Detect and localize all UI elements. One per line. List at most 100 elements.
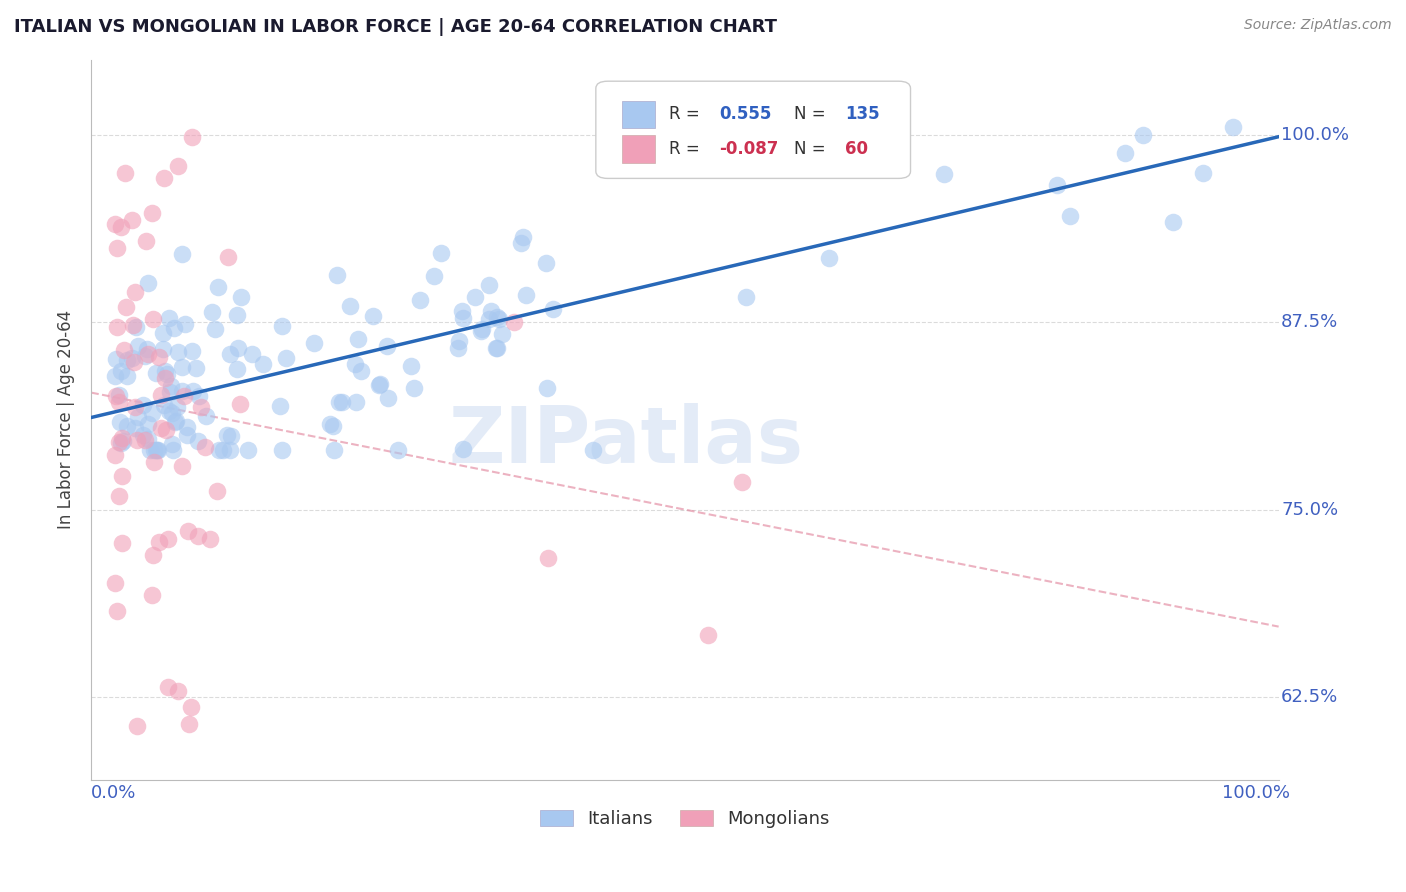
Point — [104, 448, 127, 462]
Point — [464, 290, 486, 304]
Point — [271, 442, 294, 457]
Point — [173, 389, 195, 403]
Point — [409, 293, 432, 307]
Point — [190, 400, 212, 414]
Point — [152, 343, 174, 357]
Point — [512, 230, 534, 244]
Point — [204, 322, 226, 336]
Point — [470, 324, 492, 338]
Y-axis label: In Labor Force | Age 20-64: In Labor Force | Age 20-64 — [58, 310, 75, 529]
Point — [166, 159, 188, 173]
Text: -0.087: -0.087 — [720, 140, 779, 158]
Point — [399, 359, 422, 374]
Text: ZIPatlas: ZIPatlas — [449, 403, 803, 479]
Point — [582, 442, 605, 457]
Point — [818, 252, 841, 266]
Bar — [621, 101, 655, 128]
Point — [142, 455, 165, 469]
Point — [1046, 178, 1069, 192]
Point — [111, 431, 134, 445]
Point — [502, 315, 524, 329]
Text: ITALIAN VS MONGOLIAN IN LABOR FORCE | AGE 20-64 CORRELATION CHART: ITALIAN VS MONGOLIAN IN LABOR FORCE | AG… — [14, 18, 778, 36]
Point — [270, 319, 292, 334]
Point — [377, 391, 399, 405]
Point — [121, 351, 143, 365]
Point — [1114, 145, 1136, 160]
Point — [148, 534, 170, 549]
Point — [177, 524, 200, 538]
Point — [368, 378, 391, 392]
Point — [155, 423, 177, 437]
Point — [328, 394, 350, 409]
Point — [110, 219, 132, 234]
Text: 75.0%: 75.0% — [1281, 500, 1339, 518]
Point — [111, 434, 134, 448]
Point — [176, 420, 198, 434]
Point — [122, 355, 145, 369]
Point — [105, 352, 128, 367]
Point — [180, 699, 202, 714]
Point — [145, 366, 167, 380]
Point — [449, 334, 471, 348]
Point — [160, 437, 183, 451]
Point — [215, 428, 238, 442]
Point — [368, 377, 391, 392]
Point — [110, 415, 132, 429]
Point — [156, 367, 179, 381]
Point — [322, 442, 344, 457]
Point — [125, 433, 148, 447]
Point — [153, 364, 176, 378]
Point — [319, 417, 342, 432]
Point — [269, 399, 291, 413]
Point — [486, 310, 509, 324]
Point — [105, 242, 128, 256]
Point — [330, 395, 353, 409]
Point — [226, 361, 249, 376]
Point — [229, 289, 252, 303]
Point — [110, 435, 132, 450]
Point — [217, 250, 239, 264]
Point — [252, 357, 274, 371]
Point — [205, 483, 228, 498]
Point — [165, 413, 187, 427]
Point — [228, 397, 250, 411]
Point — [350, 364, 373, 378]
Point — [276, 351, 298, 365]
Point — [194, 440, 217, 454]
Point — [153, 398, 176, 412]
Point — [176, 428, 198, 442]
Point — [377, 339, 399, 353]
Point — [170, 246, 193, 260]
Point — [536, 381, 558, 395]
Point — [108, 395, 131, 409]
Point — [124, 400, 146, 414]
Point — [121, 212, 143, 227]
Point — [166, 683, 188, 698]
Point — [536, 256, 558, 270]
Point — [226, 308, 249, 322]
Text: 0.555: 0.555 — [720, 105, 772, 123]
Point — [187, 389, 209, 403]
Point — [166, 400, 188, 414]
Point — [141, 206, 163, 220]
Point — [124, 421, 146, 435]
Point — [141, 406, 163, 420]
Text: 135: 135 — [845, 105, 880, 123]
Point — [111, 468, 134, 483]
Point — [184, 361, 207, 376]
Point — [221, 429, 243, 443]
Bar — [621, 136, 655, 162]
Point — [104, 576, 127, 591]
Point — [157, 310, 180, 325]
Point — [491, 327, 513, 342]
Point — [180, 343, 202, 358]
Point — [162, 442, 184, 457]
Point — [162, 406, 184, 420]
Point — [537, 551, 560, 566]
Point — [150, 388, 173, 402]
Point — [478, 311, 501, 326]
Point — [326, 268, 349, 282]
Point — [104, 389, 127, 403]
Point — [1059, 210, 1081, 224]
FancyBboxPatch shape — [596, 81, 911, 178]
